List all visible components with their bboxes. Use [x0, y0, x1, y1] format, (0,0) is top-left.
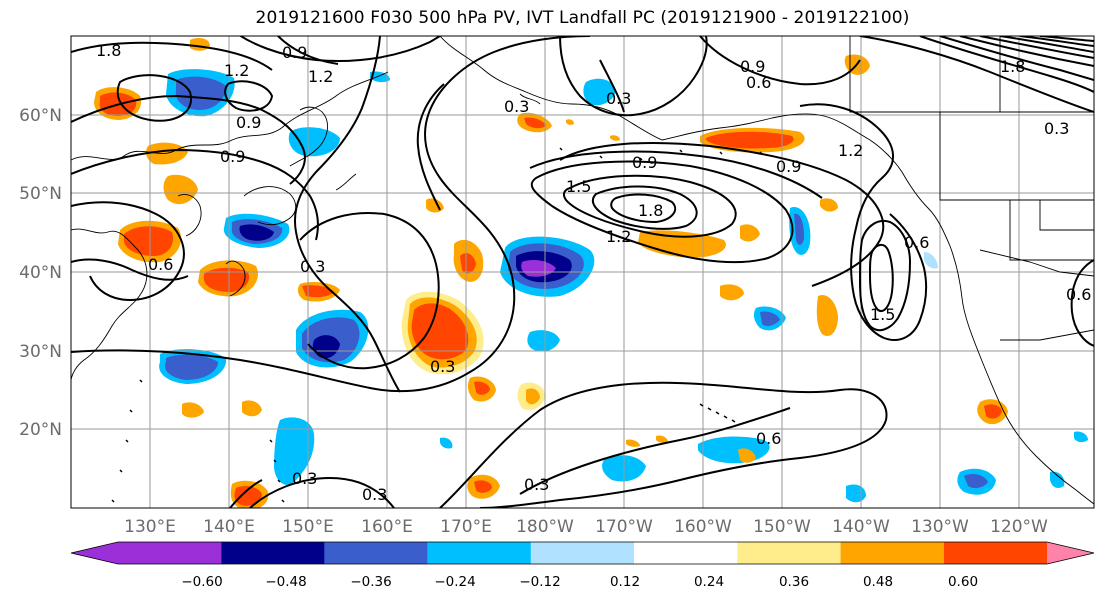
colorbar-tick-label: 0.36: [779, 574, 809, 590]
longitude-label: 180°W: [516, 517, 574, 537]
colorbar: −0.60 −0.48 −0.36 −0.24 −0.12 0.12 0.24 …: [70, 541, 1095, 590]
longitude-label: 150°E: [282, 517, 334, 537]
colorbar-segment: [530, 542, 635, 564]
contour-label: 0.3: [292, 469, 317, 488]
contour-label: 0.9: [632, 153, 657, 172]
colorbar-outline: [70, 541, 1095, 565]
contour-label: 1.8: [1000, 57, 1025, 76]
contour-label: 0.3: [300, 257, 325, 276]
colorbar-tick-label: −0.12: [519, 574, 560, 590]
colorbar-segment: [1047, 542, 1094, 564]
longitude-label: 120°W: [990, 517, 1048, 537]
latitude-axis: 60°N 50°N 40°N 30°N 20°N: [19, 106, 62, 440]
latitude-label: 50°N: [19, 184, 62, 204]
colorbar-segment: [324, 542, 428, 564]
longitude-label: 170°E: [440, 517, 492, 537]
contour-label: 1.8: [96, 41, 121, 60]
contour-label: 0.9: [282, 43, 307, 62]
colorbar-tick-label: −0.24: [434, 574, 475, 590]
contour-label: 0.9: [236, 113, 261, 132]
contour-label: 0.9: [220, 147, 245, 166]
contour-label: 1.5: [566, 177, 591, 196]
map-frame: [70, 35, 1095, 509]
longitude-label: 170°W: [595, 517, 653, 537]
longitude-label: 150°W: [753, 517, 811, 537]
contour-label: 0.9: [740, 57, 765, 76]
contour-label: 1.8: [638, 201, 663, 220]
coastlines: [71, 36, 1094, 505]
contour-label: 0.6: [1066, 285, 1091, 304]
contour-label: 0.6: [148, 255, 173, 274]
contour-label: 0.6: [904, 233, 929, 252]
longitude-axis: 130°E 140°E 150°E 160°E 170°E 180°W 170°…: [124, 517, 1048, 537]
colorbar-segment: [943, 542, 1047, 564]
contour-label: 0.3: [1044, 119, 1069, 138]
contour-label: 0.3: [606, 89, 631, 108]
contour-label: 0.3: [504, 97, 529, 116]
colorbar-ticks: −0.60 −0.48 −0.36 −0.24 −0.12 0.12 0.24 …: [181, 574, 978, 590]
colorbar-tick-label: −0.36: [350, 574, 391, 590]
colorbar-tick-label: 0.60: [948, 574, 978, 590]
longitude-label: 140°W: [832, 517, 890, 537]
colorbar-segment: [634, 542, 738, 564]
colorbar-tick-label: 0.12: [610, 574, 640, 590]
map-gridlines: [71, 36, 1094, 508]
colorbar-segment: [71, 542, 222, 564]
pv-contours: [71, 36, 1094, 508]
contour-label: 1.2: [838, 141, 863, 160]
contour-label: 0.6: [756, 429, 781, 448]
longitude-label: 140°E: [203, 517, 255, 537]
contour-label: 0.3: [362, 485, 387, 504]
latitude-label: 40°N: [19, 263, 62, 283]
contour-label: 0.6: [746, 73, 771, 92]
colorbar-tick-label: 0.24: [694, 574, 724, 590]
contour-label: 1.5: [870, 305, 895, 324]
map-title: 2019121600 F030 500 hPa PV, IVT Landfall…: [255, 8, 910, 28]
contour-label: 1.2: [308, 67, 333, 86]
contour-label-group: 1.8 0.9 1.2 0.9 0.9 0.6 0.3 0.9 1.5 1.8 …: [96, 41, 1091, 504]
colorbar-tick-label: 0.48: [863, 574, 893, 590]
contour-label: 1.2: [606, 227, 631, 246]
longitude-label: 160°E: [361, 517, 413, 537]
colorbar-tick-label: −0.48: [265, 574, 306, 590]
colorbar-segment: [840, 542, 944, 564]
contour-label: 0.9: [776, 157, 801, 176]
contour-label: 0.3: [524, 475, 549, 494]
contour-label: 0.3: [430, 357, 455, 376]
colorbar-segment: [737, 542, 841, 564]
latitude-label: 20°N: [19, 420, 62, 440]
colorbar-tick-label: −0.60: [181, 574, 222, 590]
longitude-label: 160°W: [674, 517, 732, 537]
latitude-label: 60°N: [19, 106, 62, 126]
longitude-label: 130°E: [124, 517, 176, 537]
colorbar-segment: [427, 542, 531, 564]
longitude-label: 130°W: [911, 517, 969, 537]
colorbar-segment: [221, 542, 325, 564]
contour-label: 1.2: [224, 61, 249, 80]
colorbar-segments: [71, 542, 1094, 564]
latitude-label: 30°N: [19, 342, 62, 362]
